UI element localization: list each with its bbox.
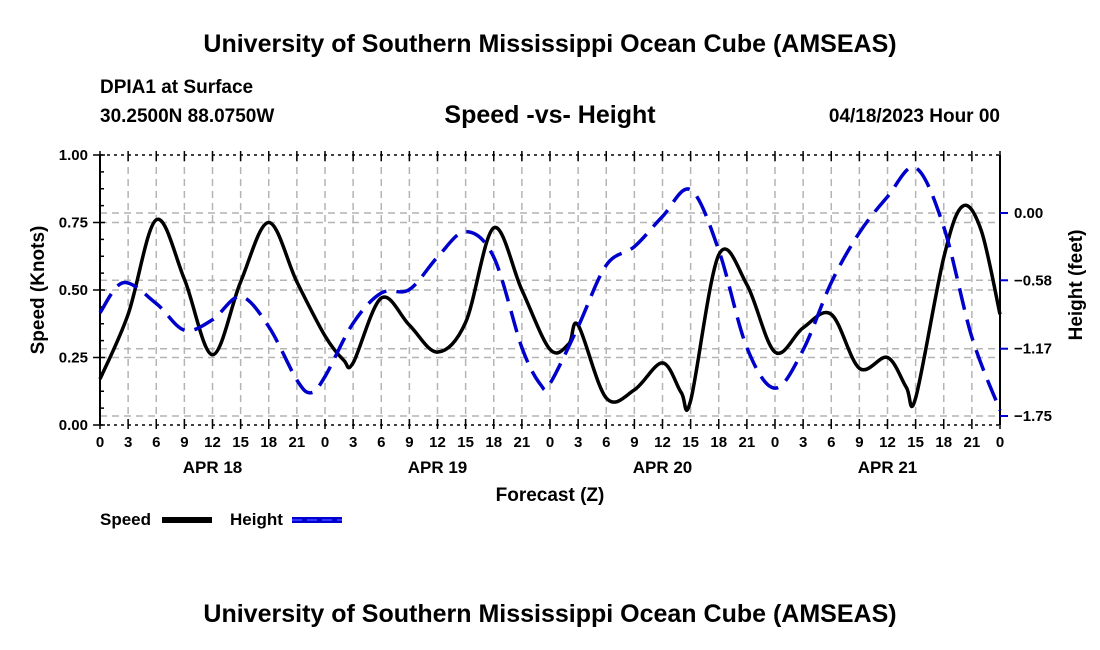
x-tick-label: 0 [96,434,104,451]
y-tick-label: 0.50 [59,282,88,299]
chart-subtitle: Speed -vs- Height [444,101,656,129]
y-tick-label: 0.25 [59,350,88,367]
x-tick-label: 9 [630,434,638,451]
legend: Speed Height [100,510,342,529]
x-tick-label: 21 [514,434,531,451]
x-tick-label: 15 [232,434,249,451]
x-tick-label: 18 [260,434,277,451]
x-tick-label: 6 [377,434,385,451]
x-tick-label: 21 [289,434,306,451]
y2-tick-label: −1.75 [1014,408,1052,425]
x-tick-label: 12 [654,434,671,451]
y2-axis-title: Height (feet) [1066,230,1087,341]
legend-label-height: Height [230,510,283,529]
x-tick-label: 15 [682,434,699,451]
x-tick-label: 3 [349,434,357,451]
x-tick-label: 9 [180,434,188,451]
x-day-label: APR 18 [183,458,243,477]
chart-main-title: University of Southern Mississippi Ocean… [203,30,897,58]
x-tick-label: 18 [485,434,502,451]
x-tick-label: 15 [457,434,474,451]
legend-label-speed: Speed [100,510,151,529]
x-tick-label: 0 [321,434,329,451]
x-day-label: APR 21 [858,458,918,477]
x-tick-label: 18 [710,434,727,451]
x-tick-label: 3 [124,434,132,451]
y-axis-title: Speed (Knots) [28,226,49,355]
y-tick-label: 0.75 [59,215,88,232]
x-tick-label: 3 [799,434,807,451]
x-tick-label: 6 [827,434,835,451]
x-tick-label: 15 [907,434,924,451]
series-line-speed [98,203,1002,412]
x-tick-label: 9 [405,434,413,451]
x-day-label: APR 19 [408,458,468,477]
x-tick-label: 0 [771,434,779,451]
axes [93,151,1008,429]
x-tick-label: 9 [855,434,863,451]
x-day-label: APR 20 [633,458,693,477]
forecast-date-label: 04/18/2023 Hour 00 [828,106,1000,127]
x-tick-label: 6 [152,434,160,451]
x-tick-label: 0 [996,434,1004,451]
series-line-height [98,165,1002,411]
x-tick-label: 12 [429,434,446,451]
x-axis-title: Forecast (Z) [496,485,605,506]
x-tick-label: 0 [546,434,554,451]
y2-tick-label: −0.58 [1014,272,1052,289]
coordinates-label: 30.2500N 88.0750W [100,106,275,127]
y-tick-label: 1.00 [59,147,88,164]
x-tick-label: 12 [879,434,896,451]
grid-lines [100,155,1000,425]
x-tick-label: 18 [935,434,952,451]
x-tick-label: 6 [602,434,610,451]
tick-labels: 0 3 6 9 12 15 18 21 0 3 6 9 12 15 18 21 0 3 6 9 12 15 18 21 0 3 6 9… [59,147,1052,477]
series-layer [98,165,1002,412]
y-tick-label: 0.00 [59,417,88,434]
x-tick-label: 12 [204,434,221,451]
station-label: DPIA1 at Surface [100,77,254,98]
y2-tick-label: −1.17 [1014,341,1052,358]
x-tick-label: 21 [964,434,981,451]
x-tick-label: 3 [574,434,582,451]
footer-title: University of Southern Mississippi Ocean… [203,600,897,628]
y2-tick-label: 0.00 [1014,205,1043,222]
x-tick-label: 21 [739,434,756,451]
